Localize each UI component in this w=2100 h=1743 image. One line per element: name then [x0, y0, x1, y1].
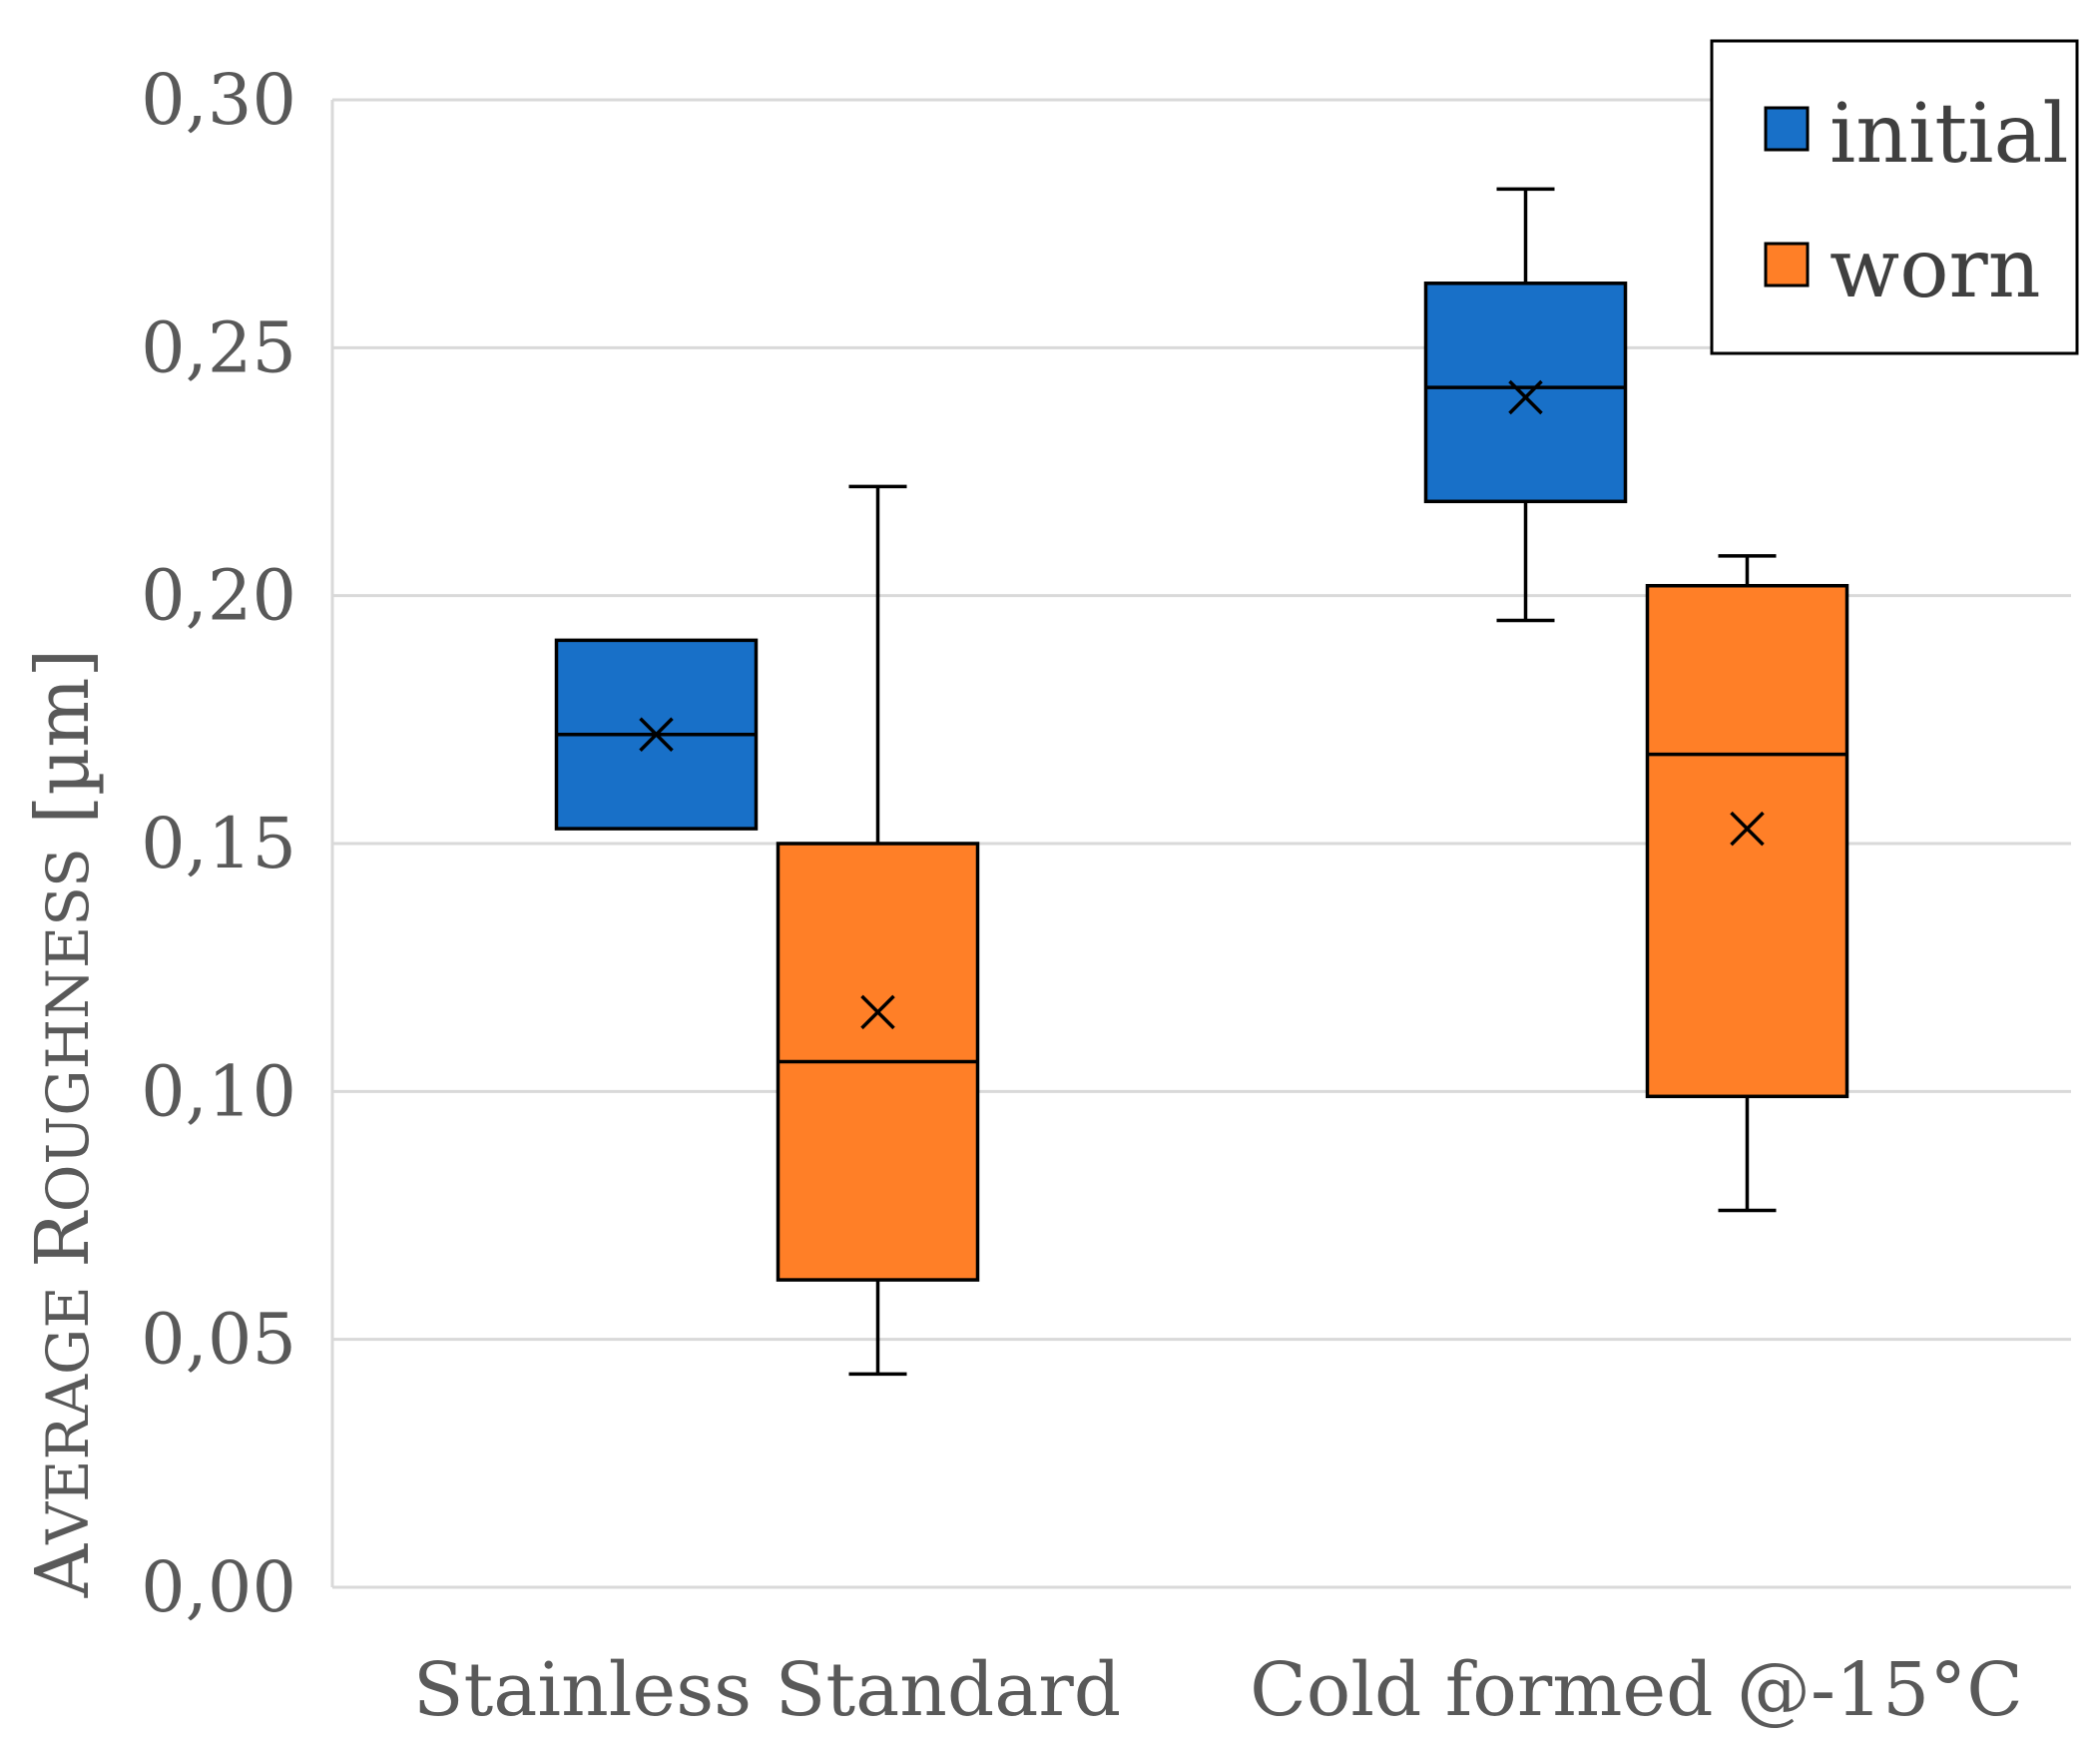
y-axis-ticks: 0,00 0,05 0,10 0,15 0,20 0,25 0,30: [141, 59, 296, 1628]
mean-marker: [1730, 811, 1765, 847]
box-worn-0: [776, 484, 980, 1377]
y-tick-label: 0,10: [141, 1050, 296, 1132]
y-axis-title: AVERAGE ROUGHNESS [µm]: [20, 649, 106, 1598]
y-tick-label: 0,00: [141, 1546, 296, 1628]
legend: initial worn: [1710, 39, 2079, 355]
y-tick-label: 0,25: [141, 306, 296, 388]
legend-label-initial: initial: [1830, 87, 2069, 182]
y-axis-title-part: VERAGE: [34, 1268, 102, 1545]
y-tick-label: 0,15: [141, 803, 296, 884]
box-initial-0: [554, 638, 759, 831]
y-axis-title-part: OUGHNESS: [34, 848, 102, 1212]
boxes: [554, 187, 1849, 1377]
y-axis-title-part: [µm]: [20, 649, 106, 849]
y-tick-label: 0,20: [141, 555, 296, 637]
legend-swatch-initial: [1764, 106, 1810, 152]
x-category-label: Stainless Standard: [413, 1647, 1121, 1733]
legend-swatch-worn: [1764, 242, 1810, 288]
x-category-label: Cold formed @-15°C: [1250, 1647, 2023, 1733]
gridlines: [330, 98, 2071, 1589]
x-axis-categories: Stainless Standard Cold formed @-15°C: [413, 1647, 2023, 1733]
box-initial-1: [1423, 187, 1628, 623]
y-tick-label: 0,05: [141, 1299, 296, 1381]
box-iqr: [1423, 282, 1628, 504]
box-worn-1: [1645, 554, 1849, 1213]
legend-label-worn: worn: [1830, 222, 2041, 316]
mean-marker: [639, 717, 674, 752]
box-iqr: [1645, 583, 1849, 1099]
legend-frame: [1710, 39, 2079, 355]
mean-marker: [860, 994, 895, 1030]
y-axis-title-part: A: [20, 1542, 106, 1598]
y-tick-label: 0,30: [141, 59, 296, 141]
y-axis-title-part: R: [20, 1210, 106, 1268]
mean-marker: [1508, 379, 1543, 415]
